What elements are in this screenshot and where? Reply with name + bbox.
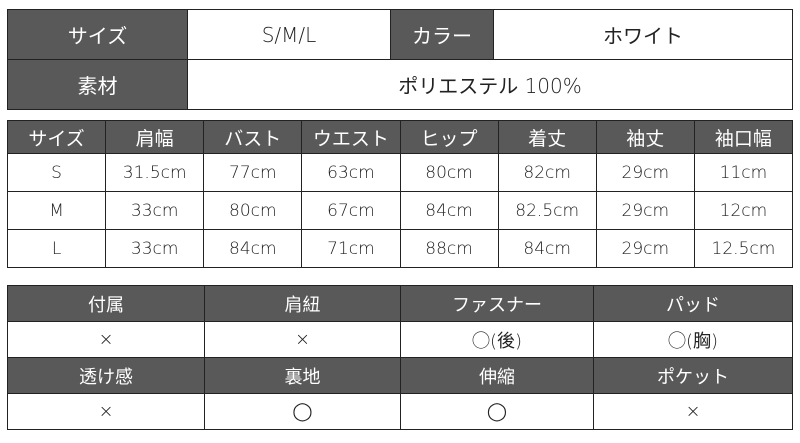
size-table-header: サイズ 肩幅 バスト ウエスト ヒップ 着丈 袖丈 袖口幅 [6, 120, 794, 154]
header-cell: バスト [203, 120, 303, 154]
cell: 29cm [595, 191, 695, 230]
header-cell: 袖丈 [595, 120, 695, 154]
size-table: サイズ 肩幅 バスト ウエスト ヒップ 着丈 袖丈 袖口幅 S 31.5cm 7… [6, 120, 794, 268]
size-label: サイズ [7, 9, 188, 60]
feature-label: 肩紐 [204, 285, 401, 322]
feature-value: × [204, 321, 401, 358]
cell: 12cm [693, 191, 794, 230]
cell: 31.5cm [105, 153, 205, 192]
cell: 84cm [203, 229, 303, 268]
feature-values-row: × ◯ ◯ × [7, 393, 793, 430]
feature-label: ポケット [593, 357, 793, 394]
cell: 82cm [497, 153, 597, 192]
cell: 84cm [399, 191, 499, 230]
feature-label: 透け感 [7, 357, 205, 394]
cell: 33cm [105, 191, 205, 230]
cell: L [6, 229, 107, 268]
table-row: S 31.5cm 77cm 63cm 80cm 82cm 29cm 11cm [6, 153, 794, 192]
cell: 77cm [203, 153, 303, 192]
cell: 11cm [693, 153, 794, 192]
color-value: ホワイト [493, 9, 793, 60]
features-table: 付属 肩紐 ファスナー パッド × × ◯(後) ◯(胸) 透け感 裏地 伸縮 … [7, 285, 793, 430]
cell: 33cm [105, 229, 205, 268]
feature-value: × [7, 393, 205, 430]
feature-labels-row: 付属 肩紐 ファスナー パッド [7, 285, 793, 322]
header-cell: 肩幅 [105, 120, 205, 154]
table-row: M 33cm 80cm 67cm 84cm 82.5cm 29cm 12cm [6, 191, 794, 230]
cell: M [6, 191, 107, 230]
feature-label: 裏地 [204, 357, 401, 394]
feature-label: 付属 [7, 285, 205, 322]
cell: 80cm [203, 191, 303, 230]
header-cell: サイズ [6, 120, 107, 154]
header-cell: ヒップ [399, 120, 499, 154]
cell: 82.5cm [497, 191, 597, 230]
table-row: L 33cm 84cm 71cm 88cm 84cm 29cm 12.5cm [6, 229, 794, 268]
feature-label: 伸縮 [400, 357, 594, 394]
feature-label: パッド [593, 285, 793, 322]
cell: 29cm [595, 153, 695, 192]
feature-value: ◯ [204, 393, 401, 430]
material-value: ポリエステル 100% [187, 59, 793, 110]
header-cell: 袖口幅 [693, 120, 794, 154]
header-cell: ウエスト [301, 120, 401, 154]
feature-value: × [7, 321, 205, 358]
cell: 84cm [497, 229, 597, 268]
material-label: 素材 [7, 59, 188, 110]
feature-value: ◯(後) [400, 321, 594, 358]
feature-label: ファスナー [400, 285, 594, 322]
cell: 88cm [399, 229, 499, 268]
cell: S [6, 153, 107, 192]
cell: 29cm [595, 229, 695, 268]
cell: 12.5cm [693, 229, 794, 268]
cell: 67cm [301, 191, 401, 230]
feature-value: ◯(胸) [593, 321, 793, 358]
cell: 71cm [301, 229, 401, 268]
cell: 63cm [301, 153, 401, 192]
header-cell: 着丈 [497, 120, 597, 154]
feature-values-row: × × ◯(後) ◯(胸) [7, 321, 793, 358]
summary-table: サイズ S/M/L カラー ホワイト 素材 ポリエステル 100% [7, 9, 793, 110]
feature-labels-row: 透け感 裏地 伸縮 ポケット [7, 357, 793, 394]
cell: 80cm [399, 153, 499, 192]
color-label: カラー [390, 9, 494, 60]
size-value: S/M/L [187, 9, 391, 60]
feature-value: ◯ [400, 393, 594, 430]
feature-value: × [593, 393, 793, 430]
